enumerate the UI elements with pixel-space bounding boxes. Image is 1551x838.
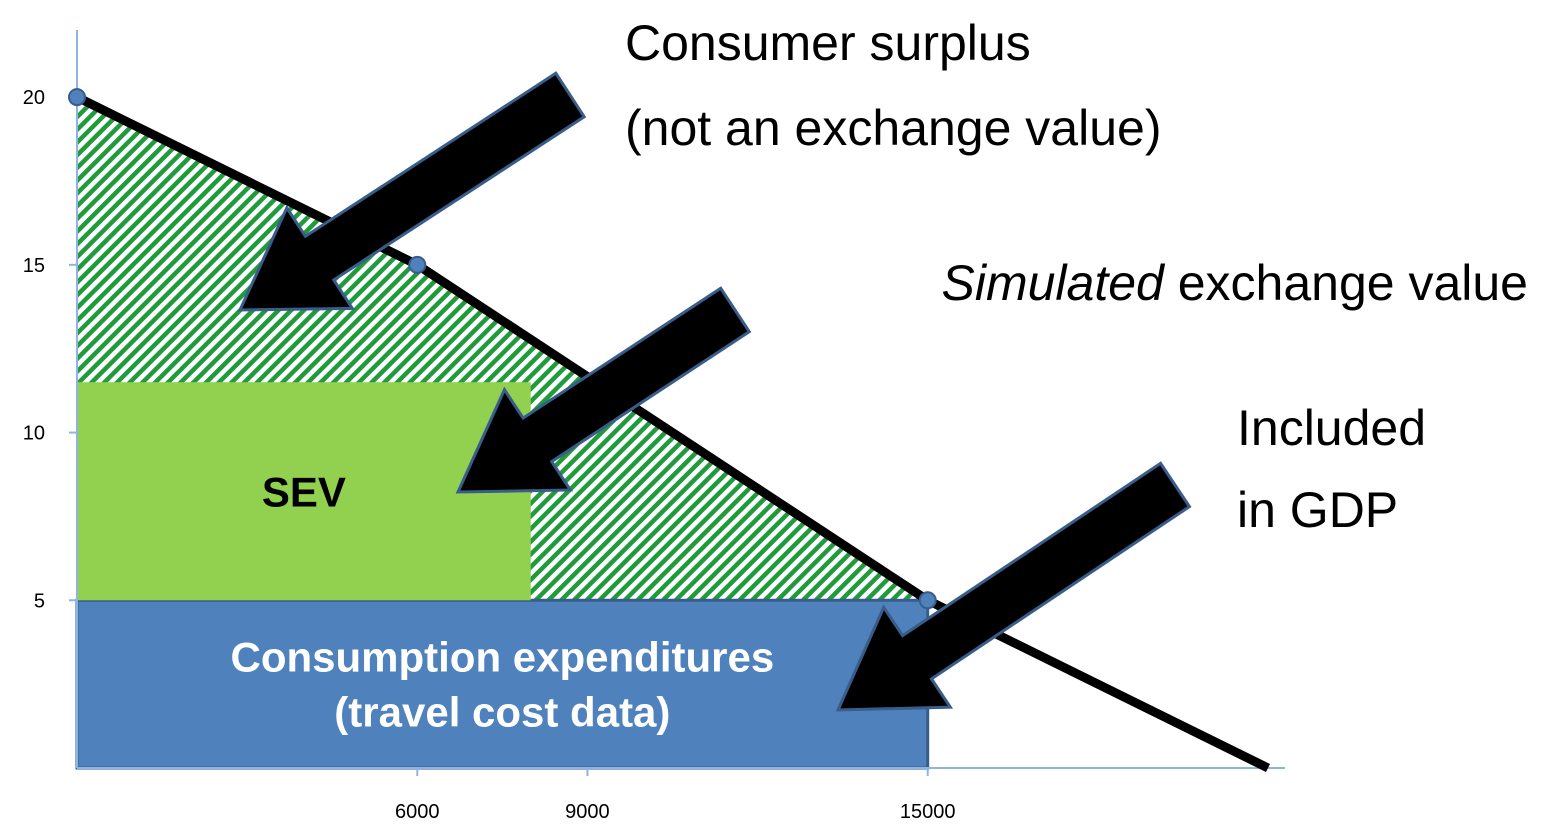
arrow — [237, 71, 587, 312]
region — [77, 382, 531, 601]
region-label: Consumption expenditures — [231, 634, 775, 681]
annotation: Included — [1237, 400, 1426, 456]
point — [408, 255, 427, 274]
annotation: in GDP — [1237, 482, 1398, 538]
x-tick-label: 9000 — [565, 801, 610, 823]
region-label: SEV — [262, 468, 346, 515]
annotation-italic: Simulated — [941, 255, 1166, 311]
x-tick-label: 15000 — [900, 801, 956, 823]
arrow — [835, 461, 1192, 712]
y-tick-label: 5 — [34, 590, 45, 612]
x-tick-label: 6000 — [395, 801, 440, 823]
y-tick-label: 20 — [23, 87, 45, 109]
point — [918, 591, 937, 610]
arrow — [455, 286, 752, 494]
region-label: (travel cost data) — [334, 689, 670, 736]
y-tick-label: 10 — [23, 423, 45, 445]
annotation: Simulated exchange value — [941, 255, 1528, 311]
annotation: Consumer surplus — [625, 15, 1031, 71]
annotation: (not an exchange value) — [625, 100, 1161, 156]
region — [75, 598, 930, 770]
demand-line — [75, 93, 1270, 773]
point — [68, 88, 86, 107]
y-tick-label: 15 — [23, 255, 45, 277]
annotation-part: exchange value — [1164, 255, 1528, 311]
